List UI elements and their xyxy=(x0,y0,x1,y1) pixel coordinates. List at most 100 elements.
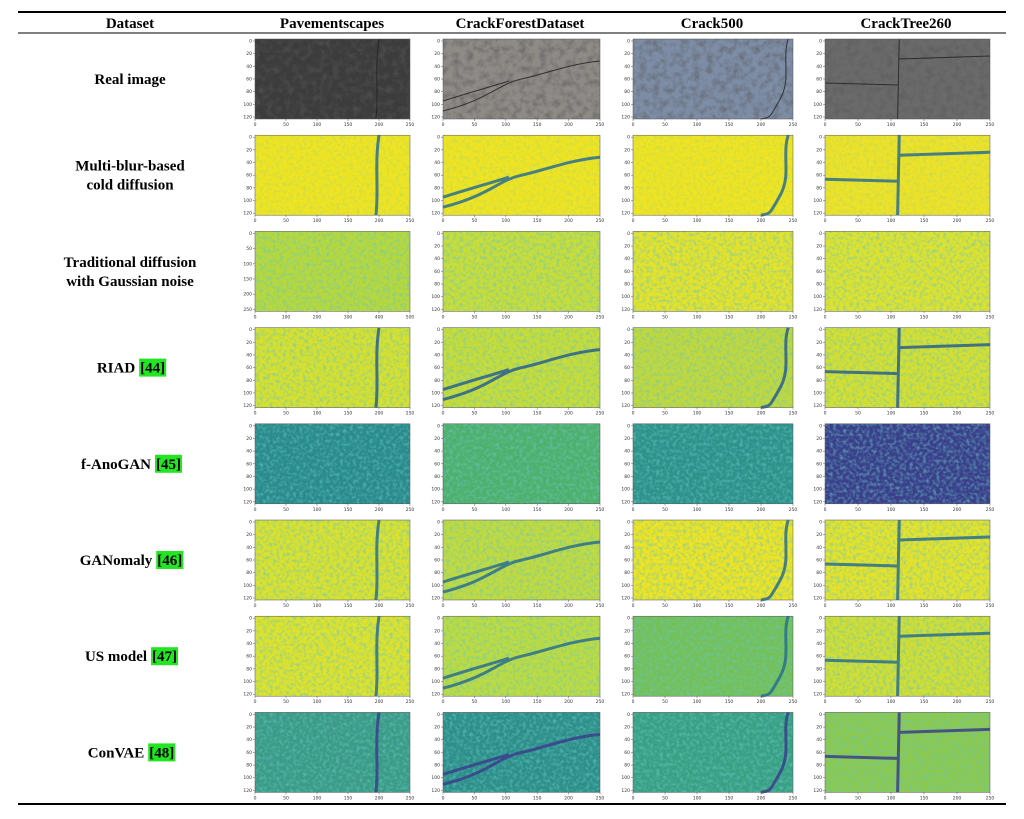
y-tick-label: 0 xyxy=(249,423,252,429)
y-tick-label: 100 xyxy=(813,583,822,589)
x-tick-label: 200 xyxy=(953,507,962,513)
y-tick-label: 100 xyxy=(813,102,822,108)
x-tick-label: 0 xyxy=(442,122,445,128)
ref-link[interactable]: [44] xyxy=(140,361,165,377)
y-tick-label: 0 xyxy=(819,616,822,622)
row-label: Real image xyxy=(94,72,166,88)
x-tick-label: 0 xyxy=(632,314,635,320)
y-tick-label: 0 xyxy=(819,520,822,526)
y-tick-label: 100 xyxy=(243,198,252,204)
y-tick-label: 60 xyxy=(624,461,630,467)
y-tick-label: 60 xyxy=(624,173,630,179)
x-tick-label: 200 xyxy=(757,699,766,705)
x-tick-label: 250 xyxy=(789,218,798,224)
y-tick-label: 120 xyxy=(431,499,440,505)
x-tick-label: 100 xyxy=(313,795,322,801)
y-tick-label: 20 xyxy=(816,628,822,634)
image-texture xyxy=(633,231,793,312)
y-tick-label: 40 xyxy=(434,160,440,166)
x-tick-label: 250 xyxy=(789,314,798,320)
x-tick-label: 100 xyxy=(502,699,511,705)
y-tick-label: 40 xyxy=(246,737,252,743)
ref-link[interactable]: [45] xyxy=(156,457,181,473)
crack xyxy=(824,712,991,793)
x-tick-label: 250 xyxy=(789,507,798,513)
crack xyxy=(760,519,790,602)
y-tick-label: 60 xyxy=(816,77,822,83)
x-tick-label: 200 xyxy=(953,603,962,609)
y-tick-label: 80 xyxy=(246,185,252,191)
y-tick-label: 40 xyxy=(624,160,630,166)
panel-image: 0 50 100 150 200 250 0 20 40 60 80 100 120 xyxy=(813,39,994,129)
y-tick-label: 120 xyxy=(431,788,440,794)
y-tick-label: 40 xyxy=(434,256,440,262)
image-texture xyxy=(255,520,410,600)
crack xyxy=(760,327,790,410)
image-texture xyxy=(633,423,793,504)
x-tick-label: 50 xyxy=(472,699,478,705)
y-tick-label: 80 xyxy=(624,89,630,95)
x-tick-label: 150 xyxy=(725,122,734,128)
column-header: CrackForestDataset xyxy=(456,16,585,32)
y-tick-label: 20 xyxy=(624,628,630,634)
row: GANomaly [46]0 50 100 150 200 2500204060801001… xyxy=(80,520,995,610)
x-tick-label: 250 xyxy=(986,795,995,801)
x-tick-label: 100 xyxy=(693,218,702,224)
panel-image: 0 50 100 150 200 250 0 20 40 60 80 100 120 xyxy=(813,423,994,513)
y-tick-label: 120 xyxy=(621,115,630,121)
y-tick-label: 20 xyxy=(624,340,630,346)
ref-link[interactable]: [48] xyxy=(149,745,174,761)
x-tick-label: 0 xyxy=(824,314,827,320)
y-tick-label: 40 xyxy=(246,641,252,647)
image-texture xyxy=(633,135,793,216)
image-texture xyxy=(825,520,990,600)
x-tick-label: 100 xyxy=(887,699,896,705)
crack xyxy=(375,38,380,120)
y-tick-label: 0 xyxy=(437,712,440,718)
x-tick-label: 50 xyxy=(662,507,668,513)
y-tick-label: 20 xyxy=(624,725,630,731)
row-label: RIAD xyxy=(97,361,136,377)
y-tick-label: 120 xyxy=(621,499,630,505)
x-tick-label: 250 xyxy=(406,411,415,417)
x-tick-label: 0 xyxy=(632,507,635,513)
y-tick-label: 120 xyxy=(243,499,252,505)
y-tick-label: 40 xyxy=(816,352,822,358)
x-tick-label: 200 xyxy=(757,795,766,801)
x-tick-label: 0 xyxy=(254,507,257,513)
x-tick-label: 250 xyxy=(789,122,798,128)
y-tick-label: 120 xyxy=(621,788,630,794)
y-tick-label: 40 xyxy=(624,641,630,647)
x-tick-label: 250 xyxy=(986,122,995,128)
x-tick-label: 100 xyxy=(313,603,322,609)
ref-link[interactable]: [46] xyxy=(157,553,182,569)
y-tick-label: 80 xyxy=(816,474,822,480)
x-tick-label: 0 xyxy=(254,314,257,320)
x-tick-label: 200 xyxy=(757,122,766,128)
y-tick-label: 100 xyxy=(621,198,630,204)
x-tick-label: 0 xyxy=(824,795,827,801)
ref-highlight xyxy=(155,454,182,473)
y-tick-label: 80 xyxy=(816,666,822,672)
x-tick-label: 0 xyxy=(632,411,635,417)
image-texture xyxy=(825,423,990,504)
y-tick-label: 40 xyxy=(816,160,822,166)
x-tick-label: 200 xyxy=(953,795,962,801)
ref-link[interactable]: [47] xyxy=(152,649,177,665)
y-tick-label: 80 xyxy=(624,763,630,769)
column-header: Crack500 xyxy=(681,16,744,32)
y-tick-label: 100 xyxy=(621,390,630,396)
y-tick-label: 0 xyxy=(249,520,252,526)
crack xyxy=(760,134,790,217)
y-tick-label: 20 xyxy=(246,436,252,442)
y-tick-label: 100 xyxy=(621,679,630,685)
x-tick-label: 200 xyxy=(757,314,766,320)
y-tick-label: 80 xyxy=(434,378,440,384)
y-tick-label: 60 xyxy=(246,654,252,660)
panel-image: 0 50 100 150 200 250 0 20 40 60 80 100 120 xyxy=(813,520,994,610)
crack xyxy=(824,616,991,697)
y-tick-label: 60 xyxy=(816,461,822,467)
y-tick-label: 120 xyxy=(243,596,252,602)
y-tick-label: 120 xyxy=(243,211,252,217)
y-tick-label: 0 xyxy=(249,616,252,622)
